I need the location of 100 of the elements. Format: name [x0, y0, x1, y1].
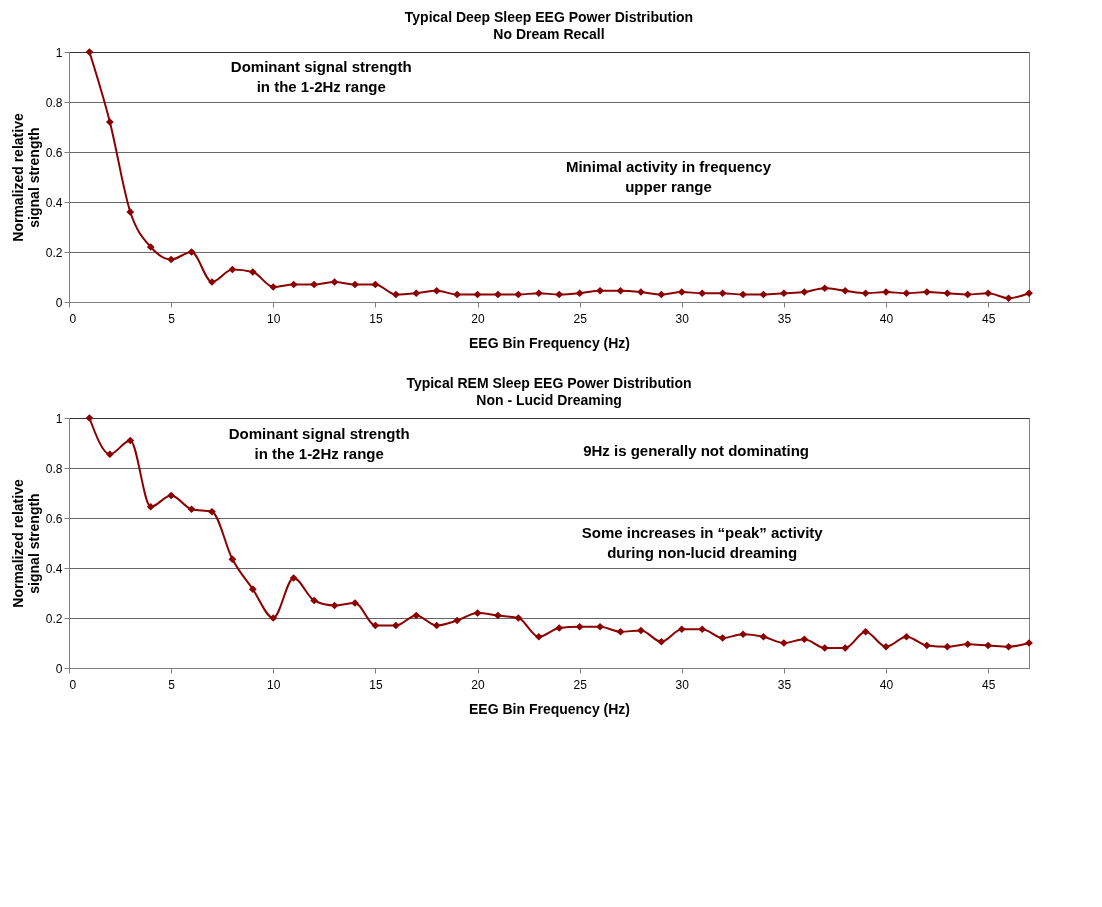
point	[514, 290, 523, 299]
point	[555, 624, 564, 632]
point	[698, 625, 707, 634]
chart-subtitle: No Dream Recall	[493, 26, 605, 42]
point	[412, 611, 421, 620]
x-tick-label: 35	[777, 311, 792, 326]
point	[248, 268, 257, 276]
point	[902, 289, 911, 298]
point	[882, 642, 890, 651]
point	[146, 502, 155, 511]
point	[923, 288, 931, 296]
x-tick-label: 30	[675, 311, 690, 326]
x-tick-label: 5	[168, 677, 176, 692]
point	[657, 637, 666, 646]
annotation: Some increases in “peak” activity during non-lucid dreaming	[581, 524, 824, 561]
point	[902, 632, 911, 641]
point	[943, 642, 952, 651]
chart-title: Typical REM Sleep EEG Power Distribution	[406, 375, 692, 391]
x-tick-label: 25	[573, 677, 588, 692]
y-axis-title: Normalized relative signal strength	[9, 113, 42, 242]
x-tick-label: 35	[777, 677, 792, 692]
point	[228, 555, 237, 564]
point	[841, 644, 850, 652]
point	[412, 289, 421, 298]
point	[963, 640, 972, 649]
y-tick-label: 0.4	[45, 195, 63, 210]
x-tick-label: 0	[69, 677, 77, 692]
point	[861, 627, 870, 636]
x-axis-title: EEG Bin Frequency (Hz)	[468, 334, 631, 351]
point	[126, 436, 135, 445]
point	[1004, 294, 1013, 303]
x-tick-label: 45	[981, 311, 996, 326]
point	[351, 280, 359, 289]
point	[984, 289, 993, 298]
x-tick-label: 25	[573, 311, 588, 326]
y-tick-label: 0.2	[45, 611, 63, 626]
point	[310, 280, 318, 289]
x-tick-label: 30	[675, 677, 690, 692]
point	[85, 414, 94, 422]
point	[739, 290, 747, 299]
point	[146, 243, 155, 251]
y-tick-label: 0.8	[45, 95, 63, 110]
y-tick-label: 0.4	[45, 561, 63, 576]
point	[105, 118, 114, 126]
point	[453, 616, 461, 625]
y-tick-label: 0.6	[45, 511, 63, 526]
point	[310, 596, 318, 605]
point	[167, 491, 175, 500]
x-tick-label: 20	[471, 311, 485, 326]
x-tick-label: 40	[879, 677, 894, 692]
y-tick-label: 1	[55, 411, 63, 426]
point	[208, 507, 216, 516]
x-tick-label: 0	[69, 311, 77, 326]
point	[800, 635, 809, 644]
point	[677, 625, 686, 634]
point	[269, 283, 278, 291]
point	[1025, 289, 1033, 298]
point	[820, 284, 829, 293]
point	[657, 290, 666, 299]
point	[534, 289, 543, 298]
point	[698, 289, 707, 298]
point	[677, 288, 686, 296]
x-axis-title: EEG Bin Frequency (Hz)	[468, 700, 631, 717]
x-tick-label: 15	[369, 311, 383, 326]
x-tick-label: 10	[267, 677, 281, 692]
point	[637, 626, 645, 635]
point	[167, 255, 175, 264]
point	[780, 289, 788, 298]
x-tick-label: 10	[267, 311, 281, 326]
point	[289, 574, 298, 582]
annotation: Minimal activity in frequency upper range	[565, 158, 772, 195]
point	[616, 286, 625, 295]
point	[596, 286, 604, 295]
point	[269, 614, 278, 622]
x-tick-label: 20	[471, 677, 485, 692]
point	[800, 288, 809, 296]
point	[739, 630, 747, 639]
point	[289, 280, 298, 289]
point	[494, 290, 502, 299]
point	[105, 450, 114, 459]
point	[718, 634, 727, 642]
point	[473, 609, 482, 617]
point	[453, 290, 461, 299]
point	[841, 286, 850, 295]
point	[391, 621, 400, 630]
annotation: 9Hz is generally not dominating	[583, 441, 809, 459]
y-tick-label: 0.8	[45, 461, 63, 476]
point	[330, 278, 339, 286]
point	[861, 289, 870, 298]
point	[1004, 642, 1013, 651]
y-tick-label: 0	[55, 295, 63, 310]
point	[820, 644, 829, 652]
point	[494, 611, 502, 620]
point	[984, 641, 993, 650]
x-tick-label: 40	[879, 311, 894, 326]
chart-subtitle: Non - Lucid Dreaming	[476, 392, 622, 408]
y-tick-label: 1	[55, 45, 63, 60]
point	[575, 289, 584, 298]
x-tick-label: 15	[369, 677, 383, 692]
point	[534, 632, 543, 641]
